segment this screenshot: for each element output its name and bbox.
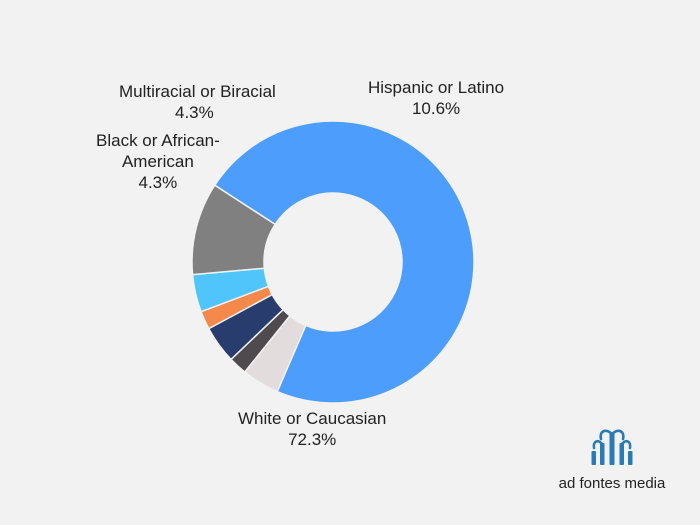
label-multiracial-value: 4.3%: [175, 103, 214, 122]
ad-fontes-logo: ad fontes media: [552, 427, 672, 492]
label-multiracial-or-biracial: Multiracial or Biracial 4.3%: [119, 81, 276, 123]
slice-hispanic-or-latino: [191, 184, 277, 276]
label-black-or-african-american: Black or African- American 4.3%: [96, 130, 220, 193]
label-black-line1: Black or African-: [96, 131, 220, 150]
label-white-or-caucasian: White or Caucasian 72.3%: [238, 408, 386, 450]
label-multiracial-name: Multiracial or Biracial: [119, 82, 276, 101]
label-black-value: 4.3%: [138, 173, 178, 192]
slice-white-or-caucasian: [213, 120, 475, 404]
label-black-line2: American: [121, 152, 194, 171]
label-hispanic-value: 10.6%: [411, 99, 461, 118]
label-white-name: White or Caucasian: [238, 409, 387, 428]
logo-wordmark: ad fontes media: [558, 475, 666, 492]
label-hispanic-or-latino: Hispanic or Latino 10.6%: [368, 77, 504, 119]
fountain-logo-icon: [591, 429, 633, 465]
label-white-value: 72.3%: [288, 430, 337, 449]
label-hispanic-name: Hispanic or Latino: [368, 78, 505, 97]
